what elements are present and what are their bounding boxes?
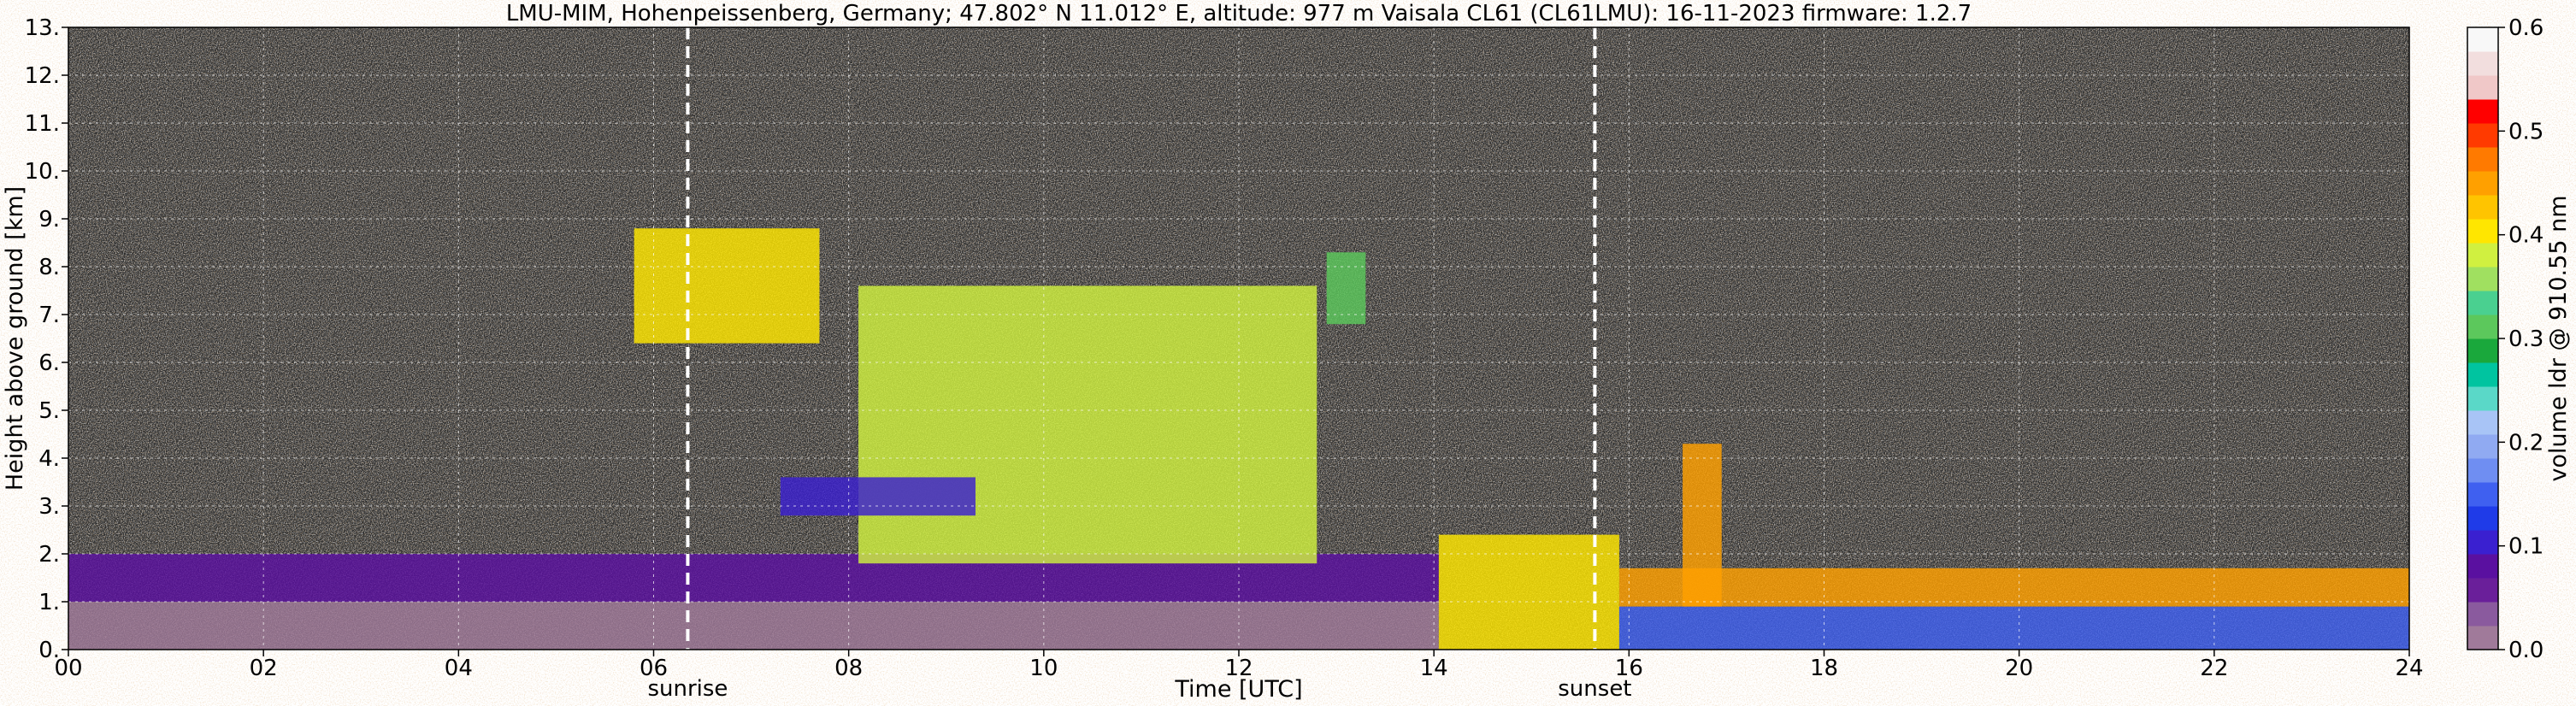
y-tick-label: 3. — [38, 494, 60, 520]
y-tick-label: 5. — [38, 398, 60, 424]
colorbar-swatch — [2467, 386, 2498, 411]
x-tick-label: 02 — [250, 656, 278, 681]
sunset-label: sunset — [1558, 676, 1631, 702]
colorbar-swatch — [2467, 626, 2498, 650]
sunrise-label: sunrise — [647, 676, 728, 702]
colorbar-swatch — [2467, 458, 2498, 483]
chart-title: LMU-MIM, Hohenpeissenberg, Germany; 47.8… — [506, 1, 1972, 26]
x-tick-label: 08 — [834, 656, 863, 681]
colorbar-swatch — [2467, 315, 2498, 339]
x-tick-label: 06 — [640, 656, 668, 681]
colorbar-swatch — [2467, 602, 2498, 627]
x-tick-label: 16 — [1615, 656, 1643, 681]
colorbar-tick-label: 0.6 — [2508, 15, 2544, 41]
x-tick-label: 20 — [2005, 656, 2033, 681]
colorbar-tick-label: 0.1 — [2508, 534, 2544, 560]
x-tick-label: 04 — [445, 656, 473, 681]
x-axis: 00 02 04 06 08 10 12 14 16 18 20 22 24 sunrise sunset — [54, 650, 2424, 702]
colorbar-swatch — [2467, 219, 2498, 244]
colorbar-tick-label: 0.3 — [2508, 327, 2544, 352]
plot-area — [68, 26, 2410, 650]
y-tick-label: 10. — [25, 159, 60, 185]
colorbar-swatch — [2467, 27, 2498, 52]
x-tick-label: 10 — [1029, 656, 1058, 681]
feature-surface-aerosol-layer — [68, 602, 1439, 650]
colorbar-tick-label: 0.4 — [2508, 223, 2544, 249]
x-tick-label: 24 — [2395, 656, 2423, 681]
colorbar-swatch — [2467, 267, 2498, 291]
colorbar-ticks: 0.0 0.1 0.2 0.3 0.4 0.5 0.6 — [2498, 15, 2544, 663]
y-axis-label: Height above ground [km] — [2, 186, 28, 491]
feature-cloud-base-layer-16-24-utc — [1618, 606, 2409, 650]
y-tick-label: 8. — [38, 255, 60, 280]
colorbar-swatches — [2467, 27, 2498, 650]
y-tick-label: 13. — [25, 15, 60, 41]
y-axis: 0. 1. 2. 3. 4. 5. 6. 7. 8. 9. 10. 11. 12. 13. — [25, 15, 68, 663]
x-tick-label: 00 — [54, 656, 82, 681]
colorbar-swatch — [2467, 506, 2498, 531]
y-tick-label: 1. — [38, 590, 60, 615]
x-tick-label: 22 — [2200, 656, 2228, 681]
x-tick-label: 18 — [1810, 656, 1838, 681]
colorbar-swatch — [2467, 410, 2498, 435]
colorbar-label: volume ldr @ 910.55 nm — [2545, 196, 2572, 482]
colorbar-swatch — [2467, 195, 2498, 220]
colorbar-swatch — [2467, 291, 2498, 315]
colorbar-swatch — [2467, 243, 2498, 268]
feature-depolarising-layer-top-16-24-utc — [1618, 568, 2409, 607]
y-tick-label: 9. — [38, 207, 60, 232]
feature-cirrus-08-12-utc — [858, 285, 1317, 564]
annotation-layer — [686, 27, 1597, 650]
colorbar-swatch — [2467, 578, 2498, 603]
x-axis-label: Time [UTC] — [1174, 676, 1302, 703]
y-tick-label: 0. — [38, 638, 60, 663]
x-tick-label: 12 — [1224, 656, 1253, 681]
x-tick-label: 14 — [1420, 656, 1448, 681]
colorbar-swatch — [2467, 434, 2498, 459]
y-tick-label: 2. — [38, 542, 60, 568]
y-tick-label: 7. — [38, 303, 60, 328]
y-tick-label: 11. — [25, 111, 60, 137]
feature-streak-16-7-utc — [1683, 444, 1722, 607]
colorbar-swatch — [2467, 51, 2498, 76]
colorbar-swatch — [2467, 482, 2498, 507]
y-tick-label: 6. — [38, 350, 60, 376]
feature-cirrus-06-08-utc — [634, 228, 820, 344]
feature-layer — [68, 228, 2409, 650]
colorbar-swatch — [2467, 123, 2498, 148]
feature-depolarising-layer-07-09-utc — [780, 477, 976, 516]
feature-low-cloud-14-16-utc — [1438, 534, 1619, 650]
feature-ice-fall-streak-13-utc — [1326, 252, 1366, 325]
colorbar-tick-label: 0.5 — [2508, 119, 2544, 144]
colorbar-swatch — [2467, 362, 2498, 387]
colorbar-swatch — [2467, 147, 2498, 172]
colorbar-tick-label: 0.0 — [2508, 638, 2544, 663]
colorbar: 0.0 0.1 0.2 0.3 0.4 0.5 0.6 volume ldr @ 910.5… — [2467, 15, 2572, 663]
colorbar-swatch — [2467, 530, 2498, 555]
colorbar-swatch — [2467, 338, 2498, 363]
colorbar-tick-label: 0.2 — [2508, 430, 2544, 456]
y-tick-label: 4. — [38, 446, 60, 472]
y-tick-label: 12. — [25, 63, 60, 89]
grid — [68, 26, 2410, 650]
colorbar-swatch — [2467, 171, 2498, 196]
colorbar-swatch — [2467, 554, 2498, 579]
colorbar-swatch — [2467, 99, 2498, 124]
colorbar-swatch — [2467, 75, 2498, 100]
